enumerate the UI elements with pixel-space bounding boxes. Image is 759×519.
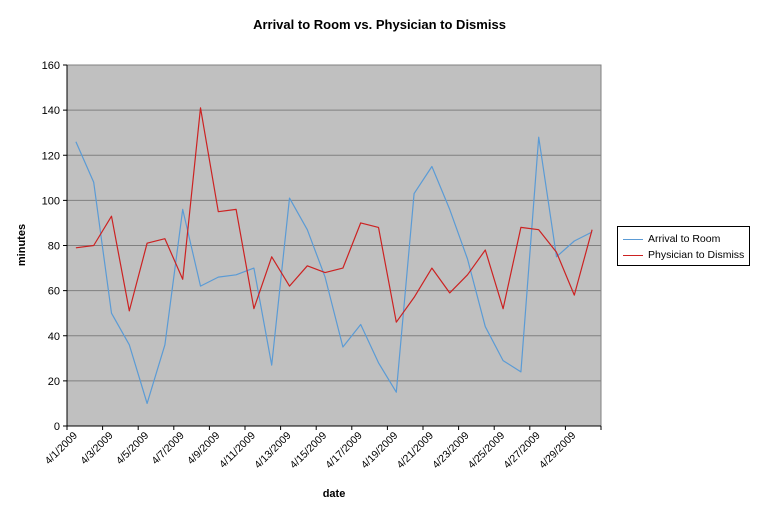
chart-title: Arrival to Room vs. Physician to Dismiss [253,17,506,32]
series-arrival-line [75,136,593,404]
x-tick-label: 4/15/2009 [288,430,330,472]
x-tick-label: 4/11/2009 [217,430,258,471]
y-tick-label: 40 [48,331,60,343]
y-tick-label: 60 [48,286,60,298]
y-tick-label: 160 [42,60,60,72]
x-tick-label: 4/25/2009 [466,430,508,472]
y-tick-label: 0 [54,421,60,433]
x-tick-label: 4/19/2009 [359,430,401,472]
y-axis-label: minutes [16,223,28,267]
series-physician-line [75,107,593,323]
legend-swatch-physician [623,254,643,256]
x-tick-label: 4/23/2009 [430,430,472,472]
y-tick-label: 120 [42,150,60,162]
y-tick-label: 140 [42,105,60,117]
x-tick-label: 4/21/2009 [395,430,437,472]
y-tick-label: 80 [48,241,60,253]
legend-item-arrival: Arrival to Room [623,232,720,246]
y-tick-label: 20 [48,376,60,388]
legend-swatch-arrival [623,238,643,240]
x-tick-label: 4/13/2009 [252,430,294,472]
x-tick-label: 4/7/2009 [149,430,186,467]
x-tick-label: 4/17/2009 [323,430,365,472]
x-tick-label: 4/1/2009 [43,430,80,467]
x-tick-label: 4/27/2009 [501,430,543,472]
x-tick-label: 4/3/2009 [78,430,115,467]
legend: Arrival to Room Physician to Dismiss [617,226,750,266]
legend-label-physician: Physician to Dismiss [648,249,745,261]
legend-item-physician: Physician to Dismiss [623,248,744,262]
y-tick-label: 100 [42,195,60,207]
x-axis-label: date [322,488,346,500]
x-tick-label: 4/5/2009 [114,430,151,467]
legend-label-arrival: Arrival to Room [648,233,721,245]
x-tick-label: 4/29/2009 [537,430,579,472]
